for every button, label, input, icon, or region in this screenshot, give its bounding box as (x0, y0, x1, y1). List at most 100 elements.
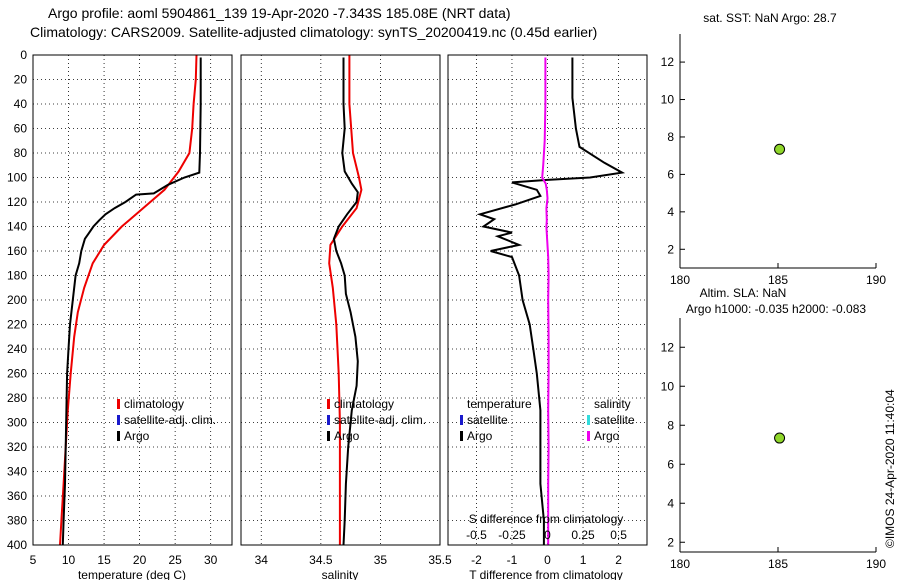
top-tick-label: 0 (544, 528, 551, 542)
map-y-tick-label: 6 (667, 167, 674, 181)
x-tick-label: 1 (580, 553, 587, 567)
legend-label-argo: Argo (334, 429, 360, 443)
y-tick-label: 180 (7, 269, 27, 283)
legend-label-argo: Argo (124, 429, 150, 443)
sla-map-title: Altim. SLA: NaN (700, 286, 787, 300)
legend-swatch-s-satellite (587, 415, 590, 425)
legend-swatch-satellite (327, 415, 330, 425)
salinity-legend: climatology satellite-adj. clim. Argo (327, 397, 426, 443)
top-tick-label: -0.25 (498, 528, 526, 542)
salinity-xlabel: salinity (322, 568, 359, 580)
y-tick-label: 260 (7, 367, 27, 381)
map-x-tick-label: 180 (670, 557, 690, 571)
sst-map-panel: 2 4 6 8 10 12 180 185 190 (661, 34, 886, 287)
plot-frame (240, 54, 441, 546)
map-x-tick-label: 190 (866, 557, 886, 571)
y-tick-label: 140 (7, 220, 27, 234)
map-y-tick-label: 8 (667, 130, 674, 144)
map-y-tick-label: 2 (667, 242, 674, 256)
argo-location-marker (774, 143, 786, 155)
salinity-panel: 34 34.5 35 35.5 (240, 54, 452, 567)
legend-swatch-argo (117, 431, 120, 441)
x-tick-label: 0 (544, 553, 551, 567)
sla-map-panel: 2 4 6 8 10 12 180 185 190 (661, 318, 886, 571)
map-y-tick-label: 2 (667, 535, 674, 549)
map-y-tick-label: 4 (667, 496, 674, 510)
legend-label-climatology: climatology (124, 397, 184, 411)
y-tick-label: 0 (20, 48, 27, 62)
footer-stamp: ©IMOS 24-Apr-2020 11:40:04 (883, 389, 897, 548)
x-tick-label: 2 (615, 553, 622, 567)
top-tick-label: 0.25 (571, 528, 595, 542)
series-line-climatology (328, 55, 363, 545)
x-tick-label: 25 (168, 553, 182, 567)
y-tick-label: 300 (7, 416, 27, 430)
legend-label-satellite: satellite-adj. clim. (124, 413, 216, 427)
temperature-xlabel: temperature (deg C) (78, 568, 186, 580)
top-tick-label: 0.5 (610, 528, 627, 542)
x-tick-label: 15 (97, 553, 111, 567)
y-tick-label: 360 (7, 489, 27, 503)
legend-label-climatology: climatology (334, 397, 394, 411)
difference-top-label: S difference from climatology (469, 512, 624, 526)
x-tick-label: 20 (133, 553, 147, 567)
argo-location-marker (774, 432, 786, 444)
legend-label-s-satellite: satellite (594, 413, 635, 427)
y-tick-label: 40 (14, 97, 28, 111)
map-y-tick-label: 6 (667, 457, 674, 471)
y-tick-label: 380 (7, 514, 27, 528)
map-x-tick-label: 185 (768, 273, 788, 287)
map-y-tick-label: 8 (667, 418, 674, 432)
plot-frame (32, 54, 233, 546)
map-y-tick-label: 12 (661, 340, 675, 354)
y-tick-label: 280 (7, 391, 27, 405)
legend-label-satellite: satellite-adj. clim. (334, 413, 426, 427)
y-tick-label: 400 (7, 538, 27, 552)
temperature-legend: climatology satellite-adj. clim. Argo (117, 397, 216, 443)
x-tick-label: 35.5 (428, 553, 452, 567)
legend-swatch-s-argo (587, 431, 590, 441)
x-tick-label: 5 (30, 553, 37, 567)
y-tick-label: 100 (7, 171, 27, 185)
legend-title-temperature: temperature (467, 397, 532, 411)
y-tick-label: 320 (7, 440, 27, 454)
legend-swatch-satellite (117, 415, 120, 425)
x-tick-label: 30 (204, 553, 218, 567)
legend-swatch-climatology (327, 399, 330, 409)
x-tick-label: -2 (471, 553, 482, 567)
y-tick-label: 160 (7, 244, 27, 258)
series-line-argo (332, 57, 359, 546)
title-line-2: Climatology: CARS2009. Satellite-adjuste… (30, 24, 597, 40)
map-x-tick-label: 190 (866, 273, 886, 287)
x-tick-label: 34 (255, 553, 269, 567)
title-line-1: Argo profile: aoml 5904861_139 19-Apr-20… (48, 5, 511, 21)
legend-label-t-satellite: satellite (467, 413, 508, 427)
y-tick-label: 240 (7, 342, 27, 356)
map-x-tick-label: 180 (670, 273, 690, 287)
map-y-tick-label: 4 (667, 205, 674, 219)
series-line-t-difference (476, 57, 626, 545)
series-line-argo (61, 57, 202, 546)
y-tick-label: 120 (7, 195, 27, 209)
legend-swatch-argo (327, 431, 330, 441)
y-tick-label: 220 (7, 318, 27, 332)
y-tick-label: 200 (7, 293, 27, 307)
y-tick-label: 60 (14, 122, 28, 136)
y-tick-label: 20 (14, 73, 28, 87)
sla-map-subtitle: Argo h1000: -0.035 h2000: -0.083 (686, 302, 866, 316)
x-tick-label: 10 (62, 553, 76, 567)
legend-title-salinity: salinity (594, 397, 631, 411)
legend-swatch-climatology (117, 399, 120, 409)
x-tick-label: -1 (507, 553, 518, 567)
top-tick-label: -0.5 (466, 528, 487, 542)
series-line-climatology (59, 54, 198, 546)
map-y-tick-label: 10 (661, 379, 675, 393)
plot-frame (447, 54, 648, 546)
legend-swatch-t-satellite (460, 415, 463, 425)
series-line-s-difference (541, 57, 550, 545)
y-tick-label: 80 (14, 146, 28, 160)
difference-xlabel: T difference from climatology (469, 568, 623, 580)
difference-legend: temperature satellite Argo salinity sate… (460, 397, 635, 443)
x-tick-label: 35 (374, 553, 388, 567)
